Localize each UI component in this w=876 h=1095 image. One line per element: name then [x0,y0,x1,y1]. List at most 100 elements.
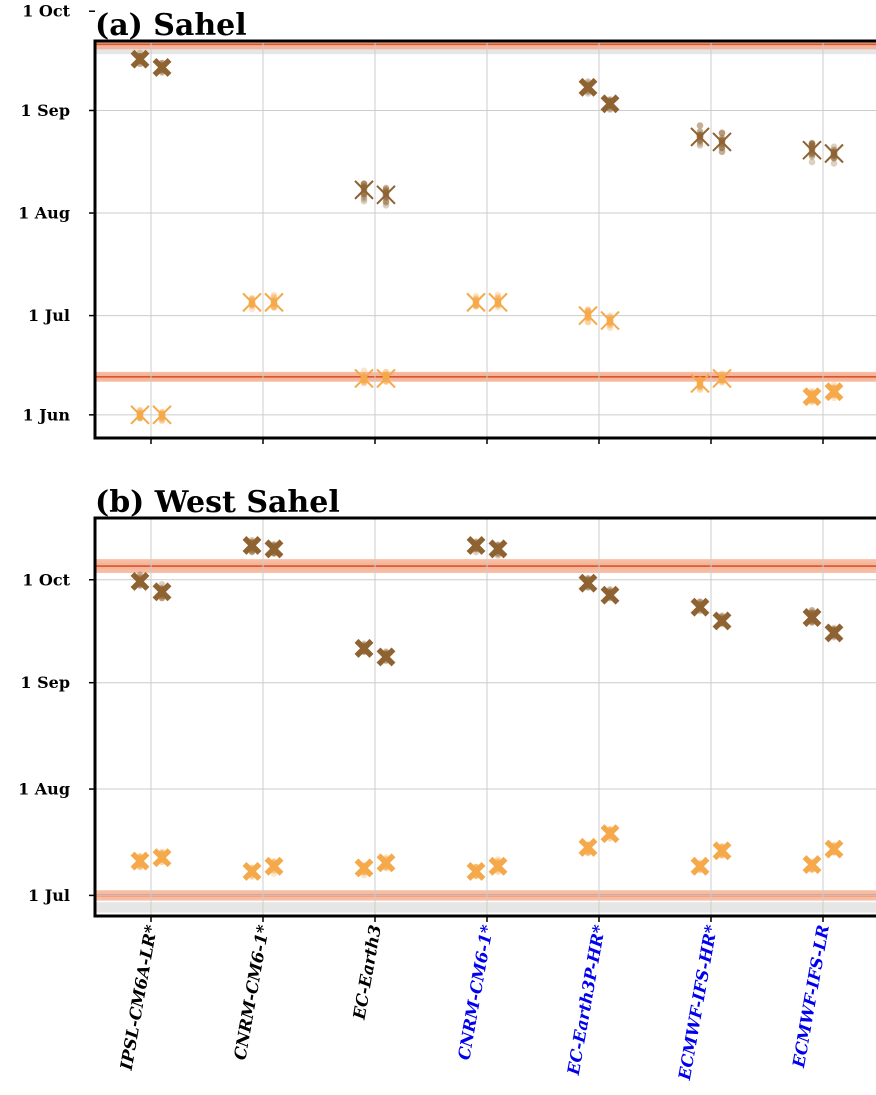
plot-area [95,8,876,438]
marker-stroke [491,22,506,37]
ensemble-member-dot [808,141,816,149]
ensemble-member-dot [830,151,838,159]
ensemble-member-dot [360,195,368,203]
ensemble-member-dot [271,25,278,32]
mean-marker-onset [712,841,732,861]
mean-marker-cessation [354,180,374,200]
ensemble-member-dot [808,141,816,148]
ensemble-member-dot [718,376,726,384]
ensemble-member-dot [718,376,726,384]
ensemble-member-dot [606,322,614,329]
marker-stroke [152,405,172,425]
ensemble-member-dot [808,140,816,147]
ensemble-member-dot [495,29,502,36]
ensemble-member-dot [718,370,726,377]
ensemble-member-dot [249,13,256,20]
ensemble-member-dot [584,310,592,318]
model-label: ECMWF-IFS-LR [789,923,833,1070]
marker-stroke [600,824,620,844]
ensemble-member-dot [473,16,480,23]
mean-marker-onset [152,848,172,868]
marker-stroke [267,22,282,37]
marker-stroke [802,387,822,407]
ensemble-member-dot [249,9,256,16]
mean-marker-cessation [712,132,732,152]
ensemble-member-dot [494,300,502,308]
ensemble-member-dot [271,28,278,35]
ensemble-member-dot [249,8,256,15]
ensemble-member-dot [495,26,502,33]
ensemble-member-dot [270,303,278,311]
mean-marker-onset [802,855,822,874]
ensemble-member-dot [248,300,256,308]
ensemble-member-dot [360,180,368,188]
marker-stroke [488,539,508,559]
mean-marker-onset [488,856,508,876]
ensemble-member-dot [606,319,614,326]
ensemble-member-dot [136,406,144,414]
mean-marker-onset [802,387,822,407]
mean-marker-onset [466,861,486,881]
ensemble-member-dot [472,292,480,300]
ensemble-member-dot [584,307,592,314]
marker-stroke [354,858,374,878]
ensemble-member-dot [271,27,278,34]
marker-stroke [600,310,620,331]
ensemble-member-dot [473,13,480,20]
mean-marker-cessation [469,9,484,24]
ensemble-member-dot [473,19,480,26]
ensemble-member-dot [249,13,256,20]
ensemble-member-dot [473,11,480,18]
marker-stroke [245,9,260,24]
ensemble-member-dot [473,14,480,21]
ensemble-member-dot [473,14,480,21]
mean-marker-cessation [267,22,282,37]
marker-stroke [824,623,844,643]
panel-title: (b) West Sahel [95,485,340,520]
marker-stroke [578,573,598,593]
ensemble-member-dot [696,128,704,135]
ensemble-member-dot [271,30,278,37]
mean-marker-onset [242,292,262,313]
mean-marker-cessation [376,647,396,667]
mean-marker-cessation [242,536,262,555]
ensemble-member-dot [495,29,502,36]
ensemble-member-dot [830,155,838,162]
ensemble-member-dot [584,318,592,326]
ensemble-member-dot [249,12,256,19]
ensemble-member-dot [382,368,390,376]
ensemble-member-dot [495,27,502,34]
mean-marker-onset [578,305,598,326]
ensemble-member-dot [584,313,592,321]
ensemble-member-dot [249,9,256,16]
ensemble-member-dot [136,409,144,417]
ensemble-member-dot [382,193,390,200]
ensemble-member-dot [382,184,390,192]
ensemble-member-dot [249,11,256,18]
ensemble-member-dot [808,140,816,148]
marker-stroke [578,837,598,857]
ensemble-member-dot [606,315,614,322]
ensemble-member-dot [382,197,390,205]
marker-stroke [802,608,822,627]
model-label: EC-Earth3 [349,923,384,1021]
ensemble-member-dot [249,15,256,22]
marker-stroke [267,22,282,37]
ensemble-member-dot [473,16,480,23]
marker-stroke [264,539,284,559]
y-tick-label: 1 Jun [22,405,70,424]
ensemble-member-dot [495,22,502,29]
ensemble-member-dot [360,379,368,387]
marker-stroke [578,305,598,326]
ensemble-member-dot [249,9,256,16]
ensemble-member-dot [158,581,166,588]
ensemble-member-dot [271,27,278,34]
ensemble-member-dot [495,28,502,35]
marker-stroke [130,405,150,425]
ensemble-member-dot [360,184,368,192]
ensemble-member-dot [696,140,704,147]
mean-marker-cessation [354,638,374,658]
mean-marker-onset [488,292,508,313]
mean-marker-onset [824,382,844,402]
ensemble-member-dot [808,153,816,160]
